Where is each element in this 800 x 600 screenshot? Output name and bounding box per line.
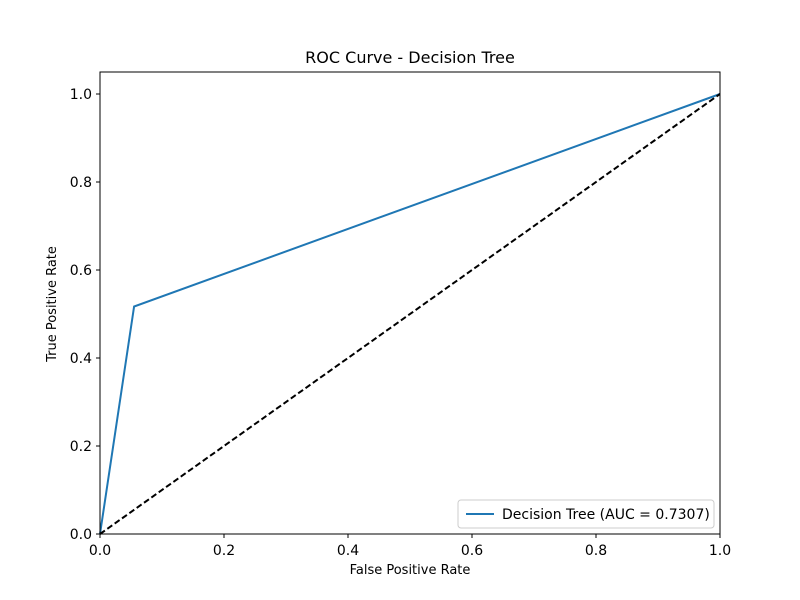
y-tick-label: 0.8	[70, 175, 92, 191]
axes-frame	[99, 71, 721, 535]
x-axis-label: False Positive Rate	[350, 563, 471, 578]
legend-label-decision-tree: Decision Tree (AUC = 0.7307)	[502, 507, 710, 523]
y-tick-label: 0.4	[70, 351, 92, 367]
legend-box	[457, 499, 715, 529]
x-tick-label: 0.2	[213, 543, 235, 559]
x-tick-label: 0.0	[89, 543, 111, 559]
series-line-baseline	[99, 93, 721, 535]
series-line-decision-tree	[99, 93, 721, 535]
y-tick-label: 0.2	[70, 439, 92, 455]
x-tick-label: 1.0	[709, 543, 731, 559]
axis-ticks: 0.0 0.2 0.4 0.6 0.8 1.0 0.0 0.2 0.4 0.6 0.8 1.0	[70, 87, 731, 559]
y-tick-label: 0.0	[70, 527, 92, 543]
chart-title: ROC Curve - Decision Tree	[305, 48, 515, 67]
y-tick-label: 1.0	[70, 87, 92, 103]
y-axis-label: True Positive Rate	[45, 246, 60, 363]
x-tick-label: 0.4	[337, 543, 359, 559]
y-tick-label: 0.6	[70, 263, 92, 279]
x-tick-label: 0.6	[461, 543, 483, 559]
plot-area	[99, 71, 721, 535]
x-tick-label: 0.8	[585, 543, 607, 559]
legend: Decision Tree (AUC = 0.7307)	[457, 499, 715, 529]
